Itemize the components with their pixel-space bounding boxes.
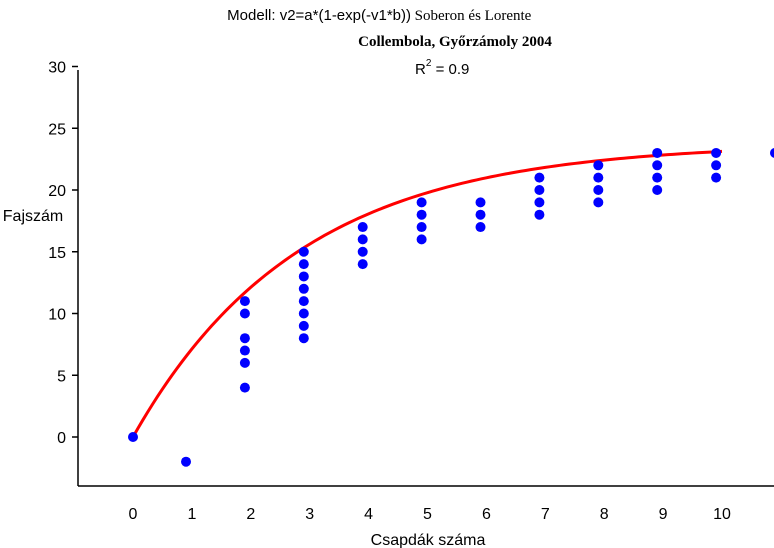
data-point <box>416 209 427 220</box>
r-squared-value: = 0.9 <box>431 61 469 78</box>
r-squared-label: R2 = 0.9 <box>415 58 469 78</box>
x-tick-label: 6 <box>482 506 491 523</box>
x-axis-label: Csapdák száma <box>371 532 486 548</box>
data-point <box>181 456 192 467</box>
data-point <box>711 147 722 158</box>
x-tick-label: 3 <box>305 506 314 523</box>
data-point <box>239 333 250 344</box>
data-point <box>475 197 486 208</box>
data-point <box>239 308 250 319</box>
x-tick-label: 4 <box>364 506 373 523</box>
x-tick-label: 10 <box>713 506 731 523</box>
data-point <box>357 246 368 257</box>
data-point <box>416 234 427 245</box>
r-squared-superscript: 2 <box>426 58 432 69</box>
chart-title-model: Modell: v2=a*(1-exp(-v1*b)) <box>227 7 411 24</box>
chart-subtitle: Collembola, Győrzámoly 2004 <box>358 34 552 50</box>
y-tick-label: 30 <box>48 60 66 77</box>
data-point <box>652 147 663 158</box>
data-point <box>593 172 604 183</box>
data-point <box>475 222 486 233</box>
data-point <box>416 197 427 208</box>
axes <box>77 70 774 487</box>
data-point <box>239 382 250 393</box>
data-point <box>298 271 309 282</box>
data-point <box>298 333 309 344</box>
data-point <box>711 172 722 183</box>
data-point <box>357 259 368 270</box>
data-point <box>593 160 604 171</box>
y-tick-label: 0 <box>57 430 66 447</box>
data-point <box>534 172 545 183</box>
data-point <box>652 160 663 171</box>
y-tick-label: 15 <box>48 245 66 262</box>
r-squared-base: R <box>415 61 426 78</box>
data-point <box>534 209 545 220</box>
x-tick-label: 5 <box>423 506 432 523</box>
x-tick-label: 8 <box>600 506 609 523</box>
y-tick-label: 25 <box>48 121 66 138</box>
data-point <box>239 345 250 356</box>
data-point <box>298 296 309 307</box>
data-point <box>357 234 368 245</box>
data-point <box>593 197 604 208</box>
x-tick-label: 2 <box>246 506 255 523</box>
x-tick-label: 9 <box>659 506 668 523</box>
data-point <box>534 185 545 195</box>
y-tick-label: 5 <box>57 368 66 385</box>
data-point <box>416 222 427 233</box>
y-tick-label: 10 <box>48 307 66 324</box>
chart-title-authors: Soberon és Lorente <box>415 8 532 24</box>
data-point <box>128 432 138 442</box>
data-point <box>357 222 368 233</box>
data-point <box>298 283 309 294</box>
data-point <box>239 296 250 307</box>
data-point <box>298 246 309 257</box>
y-axis-label: Fajszám <box>3 208 63 225</box>
data-point <box>711 160 722 171</box>
data-point <box>239 357 250 368</box>
data-point <box>298 320 309 331</box>
data-point <box>298 308 309 319</box>
data-point <box>652 185 663 195</box>
y-tick-label: 20 <box>48 183 66 200</box>
data-point <box>298 259 309 270</box>
data-point <box>475 209 486 220</box>
fit-curve-line <box>131 149 723 438</box>
x-tick-label: 0 <box>129 506 138 523</box>
data-point <box>652 172 663 183</box>
data-point <box>593 185 604 195</box>
data-point <box>534 197 545 208</box>
x-tick-label: 1 <box>187 506 196 523</box>
data-point <box>770 148 774 158</box>
x-tick-label: 7 <box>541 506 550 523</box>
